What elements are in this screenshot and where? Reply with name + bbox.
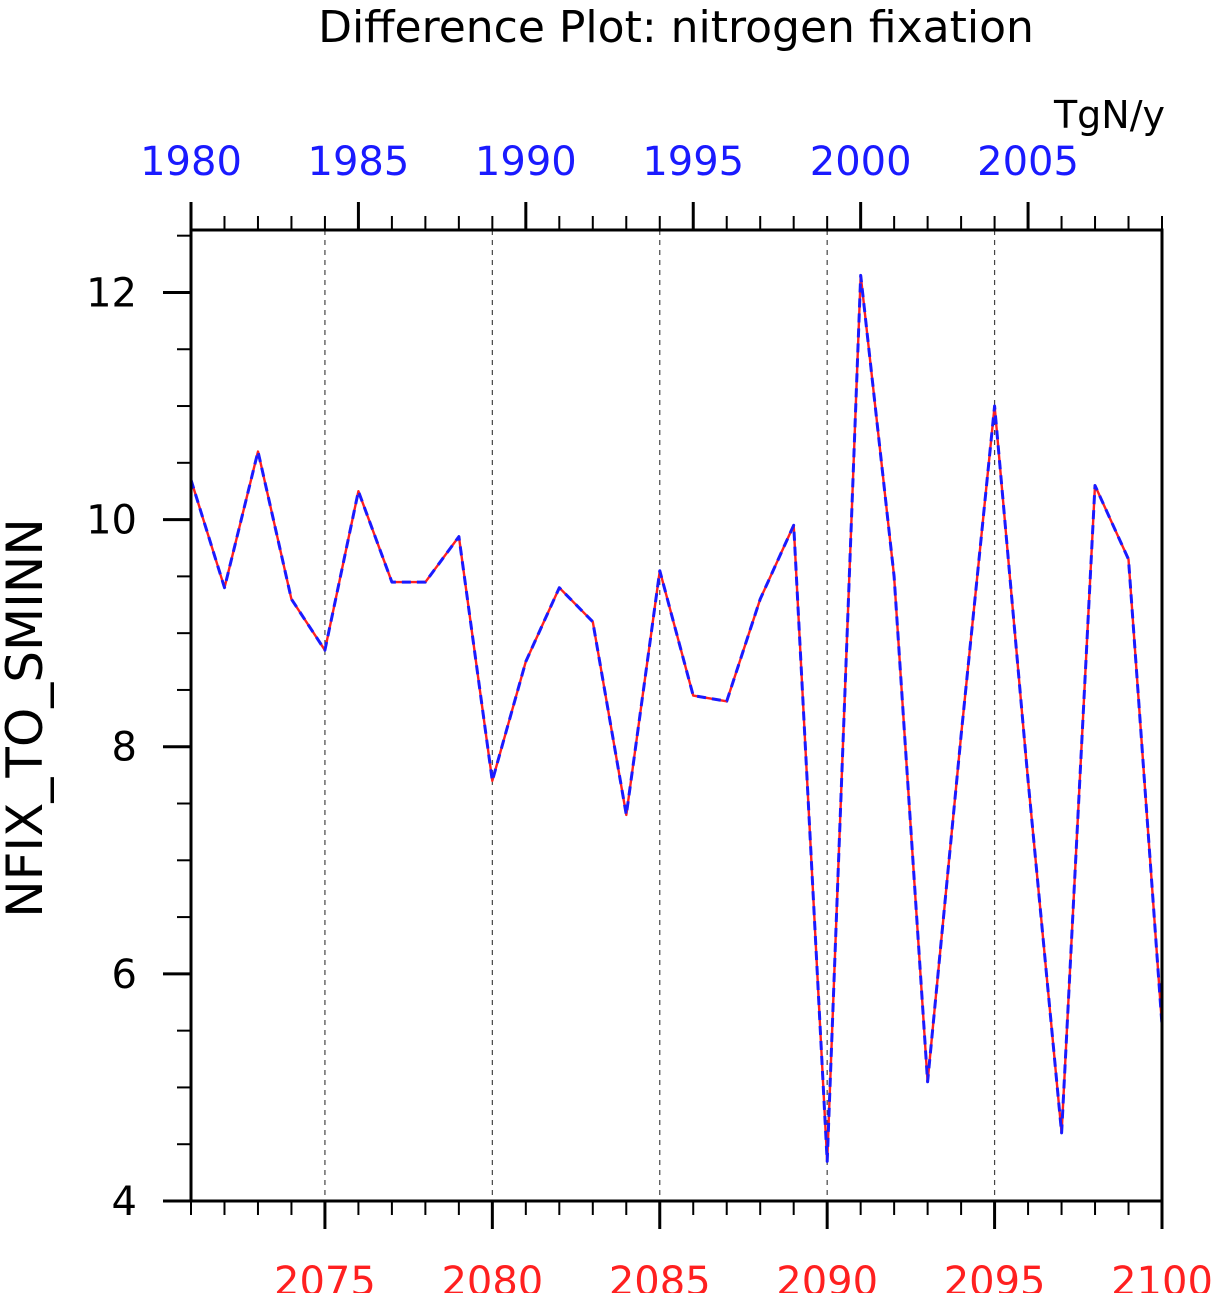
gridlines <box>324 230 996 1201</box>
series-line-2 <box>189 273 1164 1163</box>
chart-title: Difference Plot: nitrogen fixation <box>318 2 1034 53</box>
x-top-tick-label: 2000 <box>810 139 912 185</box>
y-axis-label: NFIX_TO_SMINN <box>0 518 54 918</box>
x-bottom-tick-label: 2085 <box>609 1259 711 1293</box>
plot-frame <box>189 228 1164 1203</box>
tick-labels: 2075 2080 2085 2090 2095 2100 1980 1985 1990 1995… <box>86 139 1213 1293</box>
x-top-tick-label: 1995 <box>642 139 744 185</box>
x-top-tick-label: 1985 <box>308 139 410 185</box>
x-bottom-tick-label: 2095 <box>944 1259 1046 1293</box>
y-tick-label: 12 <box>86 270 137 316</box>
x-top-tick-label: 1980 <box>140 139 242 185</box>
x-top-tick-label: 2005 <box>977 139 1079 185</box>
units-label: TgN/y <box>1053 93 1165 137</box>
axis-ticks <box>163 202 1164 1229</box>
x-bottom-tick-label: 2090 <box>776 1259 878 1293</box>
y-tick-label: 10 <box>86 498 137 544</box>
y-tick-label: 8 <box>112 725 137 771</box>
series-lines <box>189 273 1164 1163</box>
x-bottom-tick-label: 2075 <box>274 1259 376 1293</box>
y-tick-label: 4 <box>112 1179 137 1225</box>
x-bottom-tick-label: 2100 <box>1111 1259 1213 1293</box>
x-top-tick-label: 1990 <box>475 139 577 185</box>
series-line-1 <box>189 274 1164 1163</box>
x-bottom-tick-label: 2080 <box>441 1259 543 1293</box>
y-tick-label: 6 <box>112 952 137 998</box>
